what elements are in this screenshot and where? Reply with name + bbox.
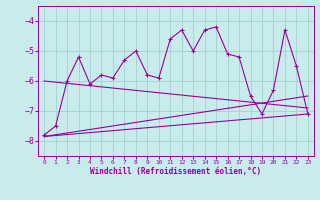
X-axis label: Windchill (Refroidissement éolien,°C): Windchill (Refroidissement éolien,°C) <box>91 167 261 176</box>
